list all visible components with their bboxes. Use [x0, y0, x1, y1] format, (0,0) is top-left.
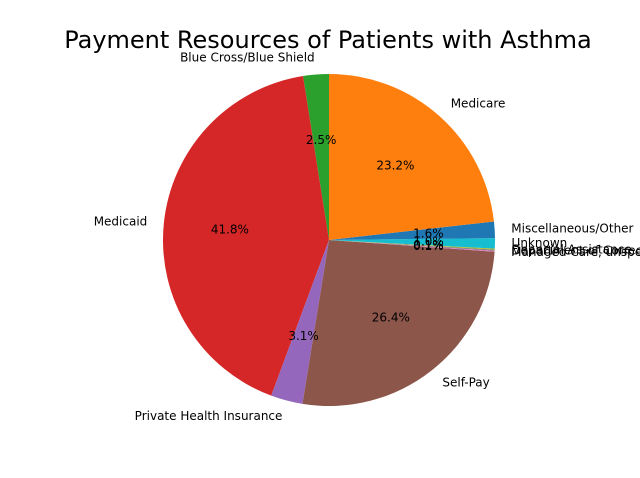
slice-percent-medicaid: 41.8%: [211, 223, 249, 237]
slice-percent-private-health-insurance: 3.1%: [288, 329, 319, 343]
slice-label-miscellaneous-other: Miscellaneous/Other: [511, 221, 633, 235]
chart-title: Payment Resources of Patients with Asthm…: [64, 26, 592, 54]
pie-slice-managed-care-unspecified: [329, 240, 495, 252]
slice-label-managed-care-unspecified: Managed Care, unspecified: [511, 245, 640, 259]
slice-label-unknown: Unknown: [512, 236, 568, 250]
slice-percent-department-of-corrections: 0.1%: [413, 239, 444, 253]
pie-slice-department-of-corrections: [329, 240, 495, 251]
slice-label-medicaid: Medicaid: [94, 214, 148, 228]
pie-slice-miscellaneous-other: [329, 221, 495, 240]
pie-slice-financial-assistance: [329, 240, 495, 250]
pie-slice-medicaid: [162, 76, 329, 396]
slice-label-financial-assistance: Financial Assistance: [511, 243, 631, 257]
pie-labels: Blue Cross/Blue Shield 2.5% Medicaid 41.8% P…: [94, 50, 640, 423]
pie-slice-unknown: [329, 238, 496, 249]
slice-percent-medicare: 23.2%: [376, 158, 414, 172]
slice-percent-miscellaneous-other: 1.6%: [413, 226, 444, 240]
slice-percent-blue-cross-blue-shield: 2.5%: [306, 133, 337, 147]
pie-slice-blue-cross-blue-shield: [303, 74, 329, 240]
slice-percent-managed-care-unspecified: 0.1%: [413, 239, 444, 253]
slice-label-medicare: Medicare: [451, 96, 506, 110]
slice-label-private-health-insurance: Private Health Insurance: [135, 409, 283, 423]
pie-slices: [162, 74, 496, 406]
slice-percent-financial-assistance: 0.1%: [413, 238, 444, 252]
slice-percent-unknown: 1.0%: [413, 235, 444, 249]
slice-label-blue-cross-blue-shield: Blue Cross/Blue Shield: [180, 50, 315, 64]
slice-label-department-of-corrections: Department of Corrections: [511, 244, 640, 258]
slice-label-self-pay: Self-Pay: [442, 376, 489, 390]
pie-slice-private-health-insurance: [271, 240, 329, 404]
pie-slice-medicare: [329, 74, 494, 240]
slice-percent-self-pay: 26.4%: [372, 311, 410, 325]
pie-slice-self-pay: [302, 240, 495, 406]
